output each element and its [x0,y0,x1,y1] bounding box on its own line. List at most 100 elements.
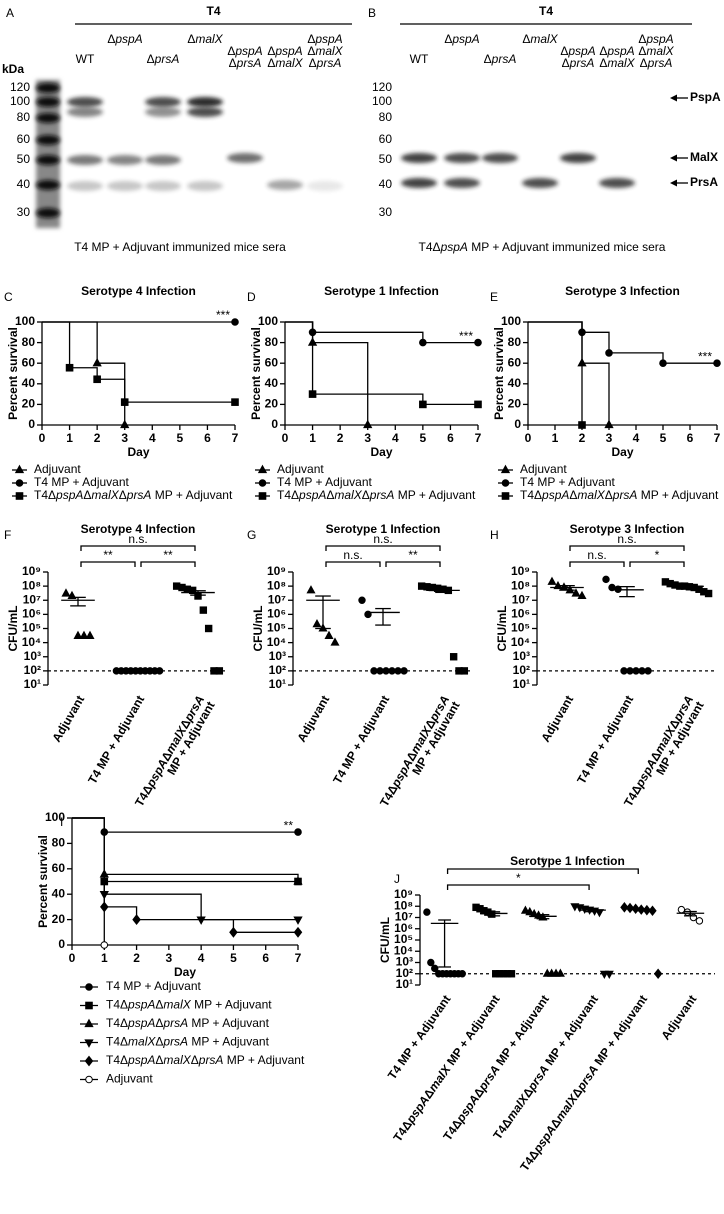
legend-label: T4 MP + Adjuvant [520,475,616,489]
survival-point [363,419,373,429]
marker-label: 30 [17,205,31,219]
marker-label: 50 [17,152,31,166]
survival-line [72,817,105,945]
lane-label: ΔprsA [640,56,673,70]
data-point [704,589,713,598]
blot-header: T4 [539,4,553,18]
x-tick-label: 7 [232,431,239,445]
band [187,107,223,117]
significance-label: * [655,548,660,562]
lane-label: ΔprsA [484,52,517,66]
y-tick-label: 10⁷ [512,592,530,606]
legend-marker [15,479,24,487]
marker-label: 60 [17,132,31,146]
legend-label: T4ΔpspAΔmalXΔprsA MP + Adjuvant [277,488,476,502]
significance-label: n.s. [617,532,636,546]
survival-line [72,817,299,882]
y-axis-label: CFU/mL [6,606,20,652]
x-tick-label: 5 [660,431,667,445]
category-label: T4 MP + Adjuvant [574,693,636,786]
y-tick-label: 10⁹ [267,564,286,578]
survival-point [231,318,239,326]
legend-label: Adjuvant [277,462,324,476]
band [227,153,263,163]
data-point [449,653,458,661]
panel-label: G [247,528,256,542]
category-label: T4 MP + Adjuvant [85,693,147,786]
legend-marker [84,1055,94,1067]
data-point [394,667,402,675]
chart-title: Serotype 4 Infection [81,522,196,536]
band [67,181,103,191]
y-tick-label: 10⁹ [394,887,413,901]
chart-title: Serotype 1 Infection [324,284,439,298]
band [401,153,437,163]
data-point [204,624,213,633]
panel-label: C [4,290,13,304]
marker-label: 80 [17,110,31,124]
significance-bracket [80,561,136,567]
legend-marker [14,464,25,474]
band [145,181,181,191]
significance-label: *** [698,349,712,363]
significance-label: *** [459,329,473,343]
marker-label: 50 [379,152,393,166]
data-point [604,970,614,979]
x-tick-label: 7 [714,431,721,445]
y-tick-label: 40 [265,376,279,390]
y-tick-label: 0 [58,937,65,951]
chart-title: Serotype 1 Infection [326,522,441,536]
y-tick-label: 10² [513,663,530,677]
x-tick-label: 2 [133,951,140,965]
y-tick-label: 10⁷ [23,592,41,606]
significance-label: n.s. [128,532,147,546]
lane-label: ΔpspA [227,44,262,58]
y-tick-label: 0 [271,417,278,431]
y-tick-label: 10⁶ [267,607,286,621]
data-point [648,905,657,917]
y-tick-label: 20 [265,397,279,411]
lane-label: ΔprsA [229,56,262,70]
lane-label: ΔpspA [638,32,673,46]
y-tick-label: 40 [508,376,522,390]
data-point [695,917,704,925]
data-point [324,630,334,639]
legend-label: T4ΔpspAΔprsA MP + Adjuvant [106,1016,270,1030]
survival-point [229,926,238,938]
survival-point [92,357,102,367]
legend-label: T4ΔpspAΔmalX MP + Adjuvant [106,998,272,1012]
lane-label: ΔmalX [307,44,343,58]
chart-title: Serotype 3 Infection [570,522,685,536]
y-axis-label: CFU/mL [251,606,265,652]
legend-marker [85,1075,93,1084]
band [145,155,181,165]
band [599,178,635,188]
data-point [423,908,431,916]
survival-point [659,359,667,368]
significance-label: * [541,855,546,869]
survival-point [713,359,721,368]
data-point [85,630,95,639]
significance-bracket [80,545,196,551]
survival-point [100,941,109,949]
y-tick-label: 80 [265,335,279,349]
x-tick-label: 1 [309,431,316,445]
y-tick-label: 10⁵ [511,621,530,635]
lane-label: ΔmalX [638,44,674,58]
y-tick-label: 10¹ [269,677,286,691]
legend-marker [15,492,24,500]
data-point [73,630,83,639]
significance-label: n.s. [373,532,392,546]
lane-label: ΔpspA [307,32,342,46]
y-tick-label: 10³ [396,955,413,969]
legend-label: T4ΔpspAΔmalXΔprsA MP + Adjuvant [106,1053,305,1067]
survival-line [285,321,369,425]
lane-label: ΔpspA [267,44,302,58]
ladder-band [36,155,60,165]
survival-point [578,421,586,429]
legend-marker [85,1001,93,1010]
y-tick-label: 10⁸ [394,898,413,912]
y-tick-label: 10⁵ [22,621,41,635]
y-axis-label: Percent survival [6,327,20,420]
y-tick-label: 10⁴ [394,943,413,957]
